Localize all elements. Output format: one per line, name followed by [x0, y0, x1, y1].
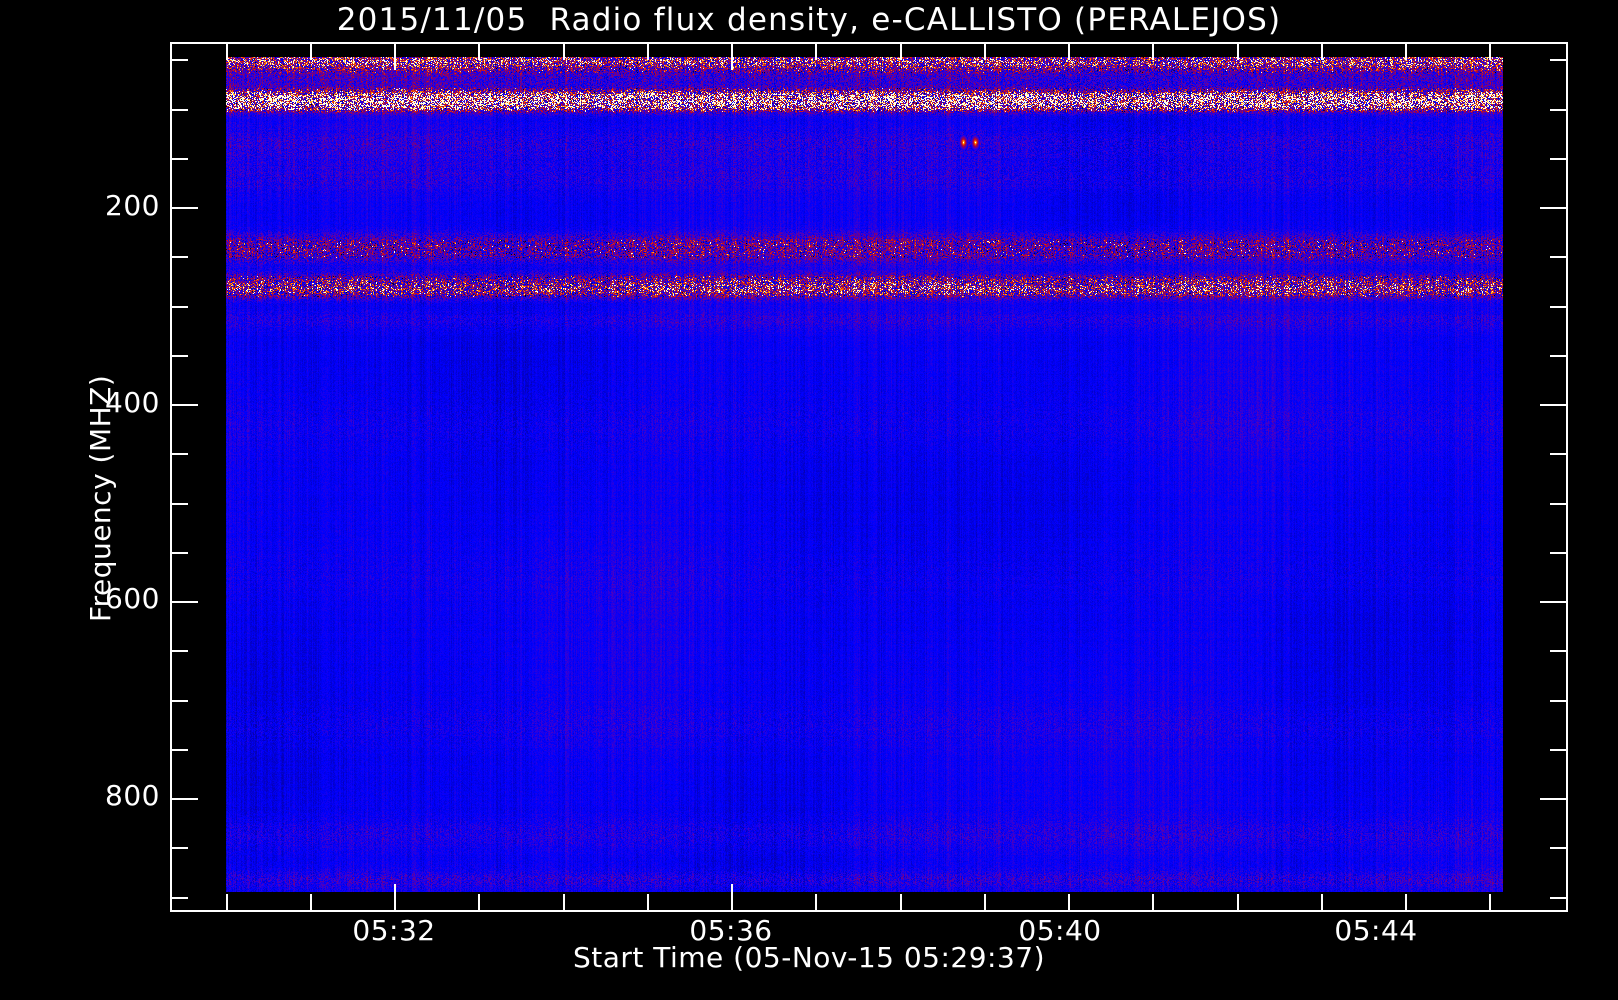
x-tick-label-05-44: 05:44 [1334, 914, 1418, 947]
x-minor-tick-top [1321, 44, 1323, 60]
y-minor-tick [172, 503, 188, 505]
y-major-tick-right [1540, 404, 1566, 406]
x-minor-tick-top [984, 44, 986, 60]
x-minor-tick [226, 894, 228, 910]
y-minor-tick-right [1550, 749, 1566, 751]
y-axis-title: Frequency (MHZ) [84, 374, 117, 622]
x-tick-label-05-36: 05:36 [689, 914, 773, 947]
x-minor-tick-top [310, 44, 312, 60]
y-minor-tick-right [1550, 355, 1566, 357]
y-minor-tick-right [1550, 453, 1566, 455]
y-major-tick [172, 601, 198, 603]
y-minor-tick-right [1550, 306, 1566, 308]
x-minor-tick [647, 894, 649, 910]
x-minor-tick-top [1068, 44, 1070, 60]
x-minor-tick [563, 894, 565, 910]
x-minor-tick [1152, 894, 1154, 910]
plot-frame [170, 42, 1568, 912]
x-minor-tick [1068, 894, 1070, 910]
y-minor-tick-right [1550, 59, 1566, 61]
x-major-tick-top [394, 44, 396, 70]
x-minor-tick-top [1152, 44, 1154, 60]
y-minor-tick-right [1550, 897, 1566, 899]
y-minor-tick-right [1550, 847, 1566, 849]
x-minor-tick [1489, 894, 1491, 910]
y-tick-label-800: 800 [105, 779, 160, 812]
y-minor-tick-right [1550, 503, 1566, 505]
y-minor-tick [172, 59, 188, 61]
x-tick-label-05-32: 05:32 [352, 914, 436, 947]
x-tick-label-05-40: 05:40 [1018, 914, 1102, 947]
y-tick-label-200: 200 [105, 189, 160, 222]
x-major-tick-top [731, 44, 733, 70]
y-minor-tick-right [1550, 158, 1566, 160]
y-minor-tick [172, 158, 188, 160]
y-minor-tick [172, 650, 188, 652]
y-major-tick-right [1540, 601, 1566, 603]
x-minor-tick-top [900, 44, 902, 60]
y-minor-tick [172, 109, 188, 111]
x-minor-tick-top [1237, 44, 1239, 60]
y-tick-label-400: 400 [105, 386, 160, 419]
y-minor-tick [172, 355, 188, 357]
x-minor-tick [1405, 894, 1407, 910]
y-tick-label-600: 600 [105, 582, 160, 615]
x-minor-tick-top [815, 44, 817, 60]
x-minor-tick-top [1405, 44, 1407, 60]
y-minor-tick-right [1550, 650, 1566, 652]
y-minor-tick-right [1550, 552, 1566, 554]
x-minor-tick-top [647, 44, 649, 60]
y-major-tick [172, 404, 198, 406]
page-title: 2015/11/05 Radio flux density, e-CALLIST… [336, 2, 1282, 38]
y-major-tick-right [1540, 207, 1566, 209]
x-minor-tick [815, 894, 817, 910]
y-minor-tick-right [1550, 256, 1566, 258]
y-minor-tick [172, 700, 188, 702]
y-major-tick [172, 798, 198, 800]
y-major-tick-right [1540, 798, 1566, 800]
y-minor-tick [172, 256, 188, 258]
x-minor-tick [984, 894, 986, 910]
x-axis-title: Start Time (05-Nov-15 05:29:37) [572, 941, 1046, 974]
x-minor-tick-top [1489, 44, 1491, 60]
y-minor-tick [172, 552, 188, 554]
y-minor-tick [172, 306, 188, 308]
y-minor-tick [172, 847, 188, 849]
spectrogram-image [226, 57, 1503, 892]
x-minor-tick [900, 894, 902, 910]
x-minor-tick [1237, 894, 1239, 910]
x-minor-tick-top [478, 44, 480, 60]
y-minor-tick [172, 749, 188, 751]
y-minor-tick [172, 897, 188, 899]
x-major-tick [394, 884, 396, 910]
x-minor-tick-top [563, 44, 565, 60]
x-minor-tick [1321, 894, 1323, 910]
y-minor-tick-right [1550, 700, 1566, 702]
x-minor-tick [478, 894, 480, 910]
x-major-tick [731, 884, 733, 910]
y-minor-tick [172, 453, 188, 455]
y-minor-tick-right [1550, 109, 1566, 111]
x-minor-tick-top [226, 44, 228, 60]
y-major-tick [172, 207, 198, 209]
x-minor-tick [310, 894, 312, 910]
